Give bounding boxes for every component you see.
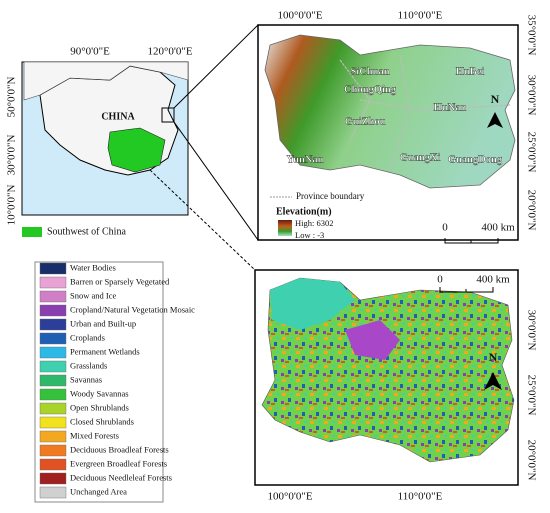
legend-label: Open Shrublands (70, 402, 129, 412)
lat-label: 25°0'0"N (525, 375, 537, 416)
lat-label: 50°0'0"N (6, 77, 18, 118)
legend-label: Mixed Forests (70, 430, 119, 440)
lon-label: 120°0'0"E (147, 46, 192, 58)
scale-bar (444, 238, 499, 244)
legend-swatch (39, 262, 67, 275)
scale-label: 400 km (481, 222, 515, 234)
land-cover-legend: Water Bodies Barren or Sparsely Vegetated… (39, 262, 195, 499)
legend-swatch (39, 374, 67, 387)
lon-label: 90°0'0"E (70, 46, 110, 58)
north-label: N (489, 350, 498, 364)
legend-label: Barren or Sparsely Vegetated (70, 276, 170, 286)
legend-swatch (39, 486, 67, 499)
legend-label: Unchanged Area (70, 486, 127, 496)
province-label: YunNan (287, 154, 324, 165)
legend-swatch (39, 290, 67, 303)
cropland-area (345, 320, 400, 360)
legend-label: Permanent Wetlands (70, 346, 140, 356)
legend-swatch (39, 318, 67, 331)
legend-swatch (39, 332, 67, 345)
legend-label: Snow and Ice (70, 290, 116, 300)
lat-label: 30°0'0"N (525, 310, 537, 351)
province-label: GuangXi (400, 152, 441, 163)
country-label: CHINA (101, 111, 135, 122)
province-label: GuiZhou (345, 116, 386, 127)
legend-swatch (39, 416, 67, 429)
legend-swatch (39, 360, 67, 373)
lon-label: 100°0'0"E (267, 491, 312, 503)
legend-swatch (39, 472, 67, 485)
scale-label: 0 (442, 222, 448, 234)
legend-swatch (22, 227, 42, 237)
lat-label: 20°0'0"N (525, 190, 537, 231)
lat-label: 30°0'0"N (6, 135, 18, 176)
lat-label: 25°0'0"N (525, 132, 537, 173)
region (264, 34, 516, 189)
legend-label: Closed Shrublands (70, 416, 134, 426)
legend-label: Evergreen Broadleaf Forests (70, 458, 167, 468)
lon-label: 100°0'0"E (277, 10, 322, 22)
legend-label: Savannas (70, 374, 102, 384)
lon-label: 110°0'0"E (398, 10, 443, 22)
legend-label: Deciduous Broadleaf Forests (70, 444, 169, 454)
legend-label: Croplands (70, 332, 105, 342)
legend-swatch (39, 276, 67, 289)
scale-bar (439, 287, 494, 293)
legend-label: Woody Savannas (70, 388, 129, 398)
lat-label: 20°0'0"N (525, 440, 537, 481)
lat-label: 30°0'0"N (525, 75, 537, 116)
low-label: Low : -3 (295, 230, 324, 240)
legend-label: Grasslands (70, 360, 107, 370)
land (23, 61, 189, 101)
land-cover-map: 100°0'0"E 110°0'0"E 30°0'0"N 25°0'0"N 20… (254, 269, 537, 503)
province-label: HuNan (434, 102, 467, 113)
lon-label: 110°0'0"E (398, 491, 443, 503)
scale-label: 400 km (476, 274, 510, 286)
legend-swatch (39, 304, 67, 317)
lat-label: 35°0'0"N (525, 15, 537, 56)
legend-swatch (39, 346, 67, 359)
legend-label: Southwest of China (47, 226, 126, 237)
province-label: ChongQing (344, 84, 397, 95)
elevation-map: SiChuan ChongQing HuBei HuNan GuiZhou YunNan G… (257, 10, 537, 244)
elevation-ramp (278, 220, 292, 236)
connector (173, 24, 259, 109)
legend-swatch (39, 388, 67, 401)
boundary-legend: Province boundary (296, 191, 365, 201)
province-label: SiChuan (350, 66, 389, 77)
province-label: HuBei (456, 66, 485, 77)
lat-label: 10°0'0"N (6, 185, 18, 226)
connector (173, 121, 259, 241)
region (261, 277, 515, 463)
legend-label: Urban and Built-up (70, 318, 136, 328)
southwest-region (107, 127, 166, 173)
elevation-title: Elevation(m) (276, 206, 332, 217)
north-label: N (491, 92, 500, 106)
inset-box (161, 107, 175, 123)
province-label: GuangDong (448, 154, 503, 165)
legend-swatch (39, 430, 67, 443)
north-arrow (487, 112, 503, 128)
grassland-area (270, 278, 355, 330)
scale-label: 0 (437, 274, 443, 286)
legend-label: Deciduous Needleleaf Forests (70, 472, 172, 482)
legend-label: Cropland/Natural Vegetation Mosaic (70, 304, 195, 314)
province-boundary (339, 54, 511, 171)
connector (149, 169, 256, 271)
legend-swatch (39, 444, 67, 457)
legend-swatch (39, 458, 67, 471)
north-arrow (484, 372, 502, 390)
legend-swatch (39, 402, 67, 415)
high-label: High: 6302 (295, 218, 334, 228)
legend-label: Water Bodies (70, 262, 116, 272)
inset-map: 90°0'0"E 120°0'0"E 50°0'0"N 30°0'0"N 10°… (6, 46, 193, 238)
